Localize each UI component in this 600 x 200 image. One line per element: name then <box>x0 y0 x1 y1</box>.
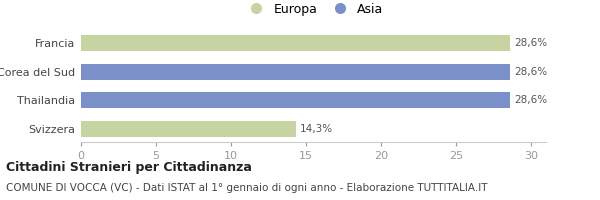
Bar <box>81 92 510 108</box>
Text: 28,6%: 28,6% <box>515 95 548 105</box>
Bar <box>81 35 510 51</box>
Text: 28,6%: 28,6% <box>515 67 548 77</box>
Legend: Europa, Asia: Europa, Asia <box>244 3 383 16</box>
Bar <box>81 121 296 137</box>
Text: Cittadini Stranieri per Cittadinanza: Cittadini Stranieri per Cittadinanza <box>6 161 252 174</box>
Text: 28,6%: 28,6% <box>515 38 548 48</box>
Text: COMUNE DI VOCCA (VC) - Dati ISTAT al 1° gennaio di ogni anno - Elaborazione TUTT: COMUNE DI VOCCA (VC) - Dati ISTAT al 1° … <box>6 183 487 193</box>
Text: 14,3%: 14,3% <box>300 124 333 134</box>
Bar <box>81 64 510 80</box>
